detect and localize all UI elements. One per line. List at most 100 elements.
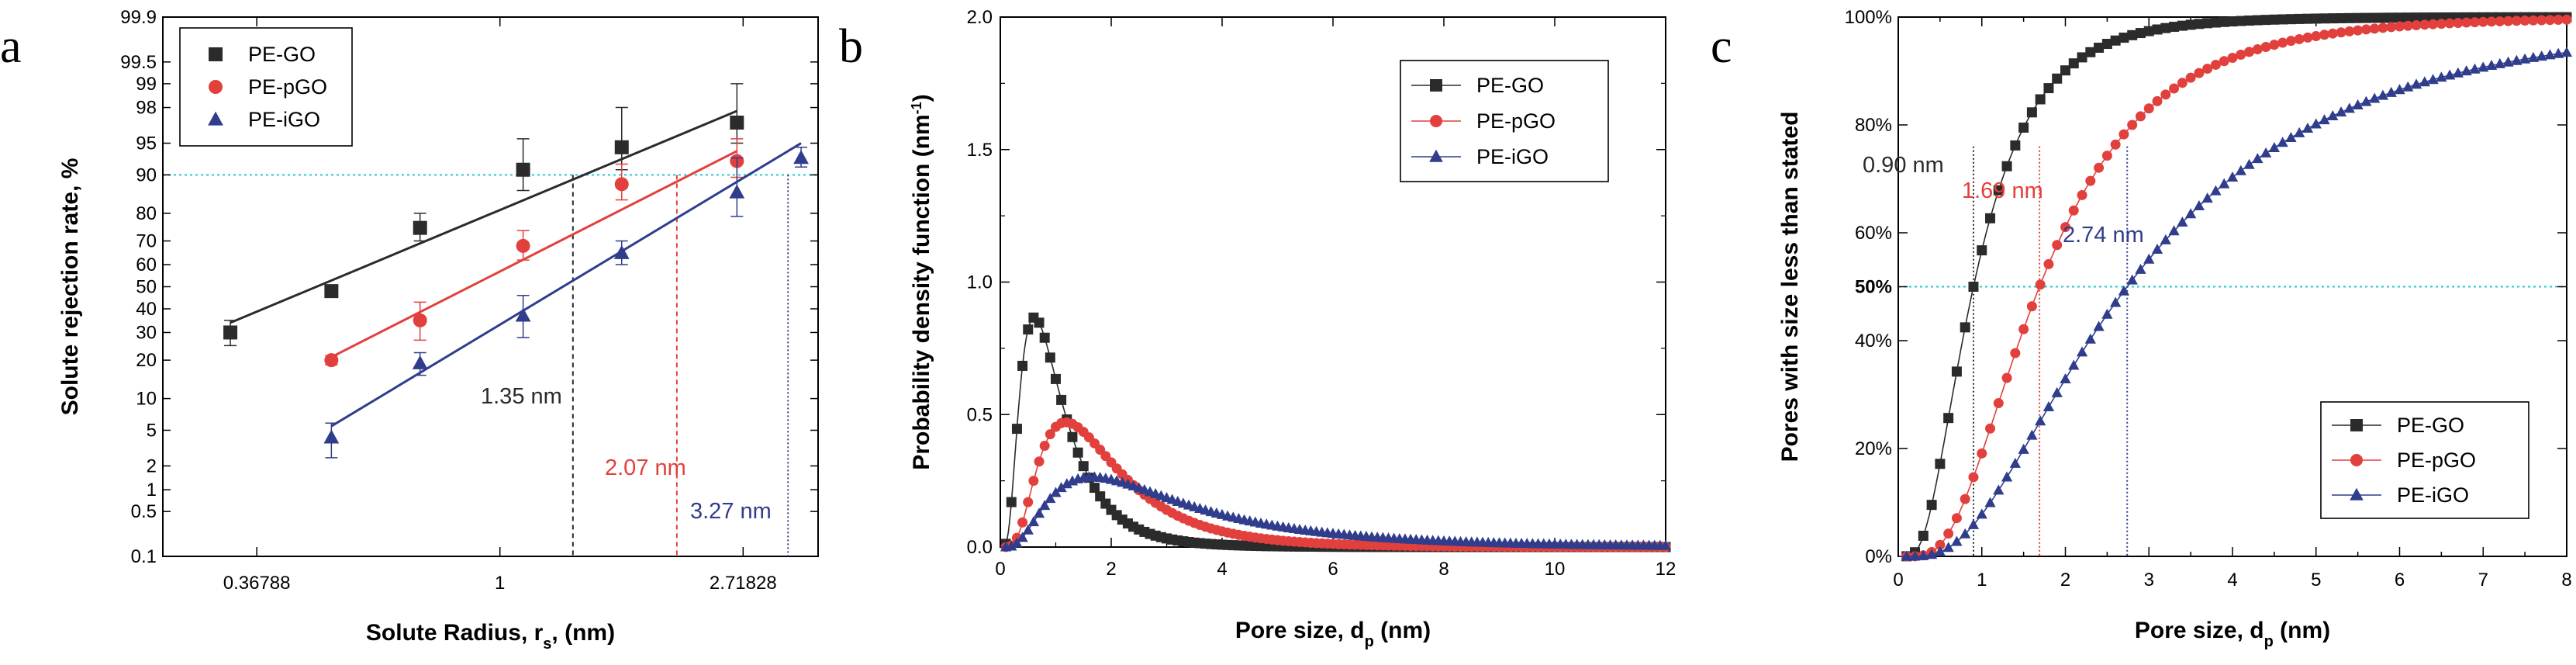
fit-line — [330, 142, 802, 428]
data-point — [2285, 131, 2297, 142]
data-point — [2126, 274, 2138, 285]
data-point — [2377, 12, 2388, 23]
data-point — [2135, 111, 2146, 122]
panel-label-c: c — [1711, 20, 1732, 73]
data-point — [1006, 540, 1017, 551]
data-point — [2402, 81, 2414, 92]
data-point — [1045, 429, 1055, 440]
data-point — [1011, 424, 1022, 435]
x-tick-label: 6 — [1328, 559, 1338, 580]
data-point — [2177, 216, 2188, 227]
legend-label-pe-igo: PE-iGO — [1476, 145, 1549, 168]
x-axis-label-text: Pore size, d — [1235, 618, 1365, 643]
y-tick-label: 1 — [147, 480, 157, 500]
y-tick-label: 30 — [136, 322, 157, 343]
data-point — [2268, 141, 2281, 152]
x-axis-label: Solute Radius, rs, (nm) — [366, 620, 615, 653]
x-tick-label: 1 — [495, 573, 505, 594]
data-point — [2135, 28, 2146, 39]
fit-line — [230, 109, 737, 324]
series-pe-igo: 2.74 nm — [1899, 47, 2573, 561]
legend-marker — [209, 80, 223, 94]
data-point — [1977, 245, 1987, 256]
data-point — [1039, 332, 1050, 343]
y-tick-label: 10 — [136, 389, 157, 410]
data-point — [2043, 258, 2054, 269]
data-point — [793, 150, 809, 165]
data-point — [2294, 33, 2305, 44]
data-point — [223, 325, 238, 340]
data-point — [2160, 234, 2171, 244]
series-pe-pgo — [1000, 417, 1671, 552]
data-point — [2210, 185, 2222, 196]
y-axis-label-text: Probability density function (nm — [909, 114, 934, 469]
data-point — [2018, 443, 2029, 454]
data-point — [1022, 524, 1034, 535]
data-point — [1017, 360, 1028, 371]
data-point — [1967, 518, 1980, 529]
data-point — [1943, 413, 1954, 424]
x-tick-label: 0.36788 — [223, 573, 291, 594]
data-point — [2035, 279, 2046, 290]
data-point — [614, 140, 629, 154]
data-point — [2151, 244, 2163, 255]
data-point — [2544, 49, 2556, 60]
data-point — [2444, 69, 2456, 80]
data-point — [2052, 73, 2063, 84]
data-point — [2060, 222, 2070, 233]
legend-marker — [2350, 419, 2363, 431]
x-tick-label: 5 — [2311, 570, 2321, 591]
data-point — [2285, 14, 2296, 25]
data-point — [2152, 24, 2163, 35]
legend-label-pe-go: PE-GO — [2397, 414, 2464, 437]
data-point — [1960, 528, 1971, 539]
data-point — [516, 238, 530, 253]
data-point — [2360, 95, 2372, 106]
data-point — [2394, 84, 2405, 95]
data-point — [2269, 40, 2280, 50]
data-point — [2503, 16, 2514, 26]
data-point — [1935, 459, 1946, 469]
data-point — [2344, 12, 2355, 23]
data-point — [2009, 457, 2021, 468]
y-tick-label: 1.0 — [967, 272, 993, 293]
y-tick-label: 20% — [1855, 438, 1892, 459]
data-point — [2201, 192, 2213, 203]
data-point — [2077, 189, 2087, 200]
data-point — [614, 177, 629, 192]
data-point — [2419, 19, 2430, 30]
data-point — [2101, 308, 2113, 319]
x-tick-label: 1 — [1977, 570, 1987, 591]
data-point — [1055, 482, 1067, 493]
data-point — [2385, 86, 2397, 97]
panel-b: b 0.0 0.5 1.0 1.5 2.0 0 2 4 6 8 10 12 Pore size, dp (… — [839, 7, 1676, 650]
cutoff-label: 2.07 nm — [605, 455, 686, 480]
data-point — [2143, 253, 2155, 264]
data-point — [1023, 324, 1034, 335]
data-point — [1951, 535, 1963, 546]
y-tick-label: 99 — [136, 74, 157, 95]
data-point — [2453, 18, 2464, 29]
data-point — [2536, 15, 2547, 26]
data-point — [2402, 12, 2413, 23]
data-point — [2419, 12, 2430, 23]
data-point — [1028, 476, 1039, 487]
legend-label-pe-igo: PE-iGO — [248, 108, 320, 131]
data-point — [1051, 373, 1061, 384]
x-axis-label-suffix: , (nm) — [551, 620, 615, 646]
data-point — [2353, 12, 2364, 23]
x-axis-label-text: Solute Radius, r — [366, 620, 544, 646]
median-label: 2.74 nm — [2063, 223, 2144, 248]
series-pe-igo — [1000, 471, 1672, 552]
data-point — [1027, 516, 1040, 527]
data-point — [2210, 17, 2221, 28]
data-point — [1017, 517, 1028, 528]
data-point — [1033, 507, 1045, 518]
data-point — [1045, 352, 1055, 363]
data-point — [2353, 25, 2364, 36]
data-point — [2502, 56, 2514, 67]
data-point — [2395, 21, 2405, 32]
data-point — [2026, 429, 2038, 440]
data-point — [2101, 151, 2112, 161]
data-point — [2494, 57, 2505, 68]
